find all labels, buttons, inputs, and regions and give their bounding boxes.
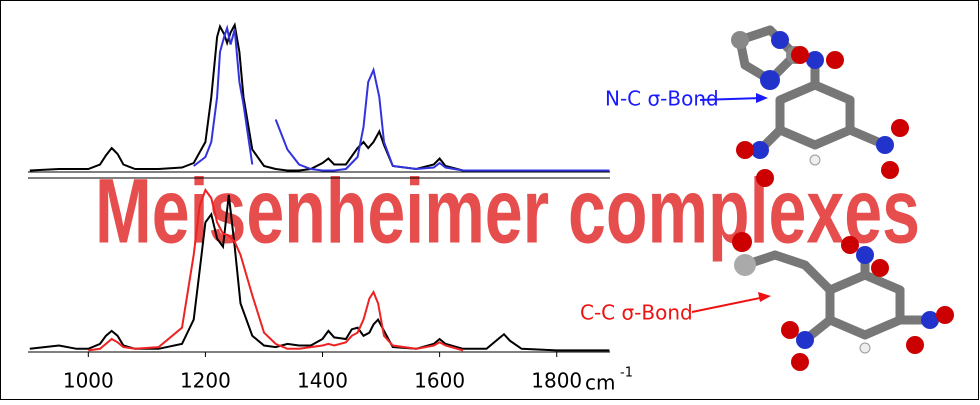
x-tick-label: 1200 — [180, 369, 231, 393]
x-tick-label: 1600 — [414, 369, 465, 393]
x-tick-label: 1000 — [63, 369, 114, 393]
annotation: C-C σ-Bond — [580, 301, 693, 325]
x-tick-label: 1800 — [531, 369, 582, 393]
x-tick-label: 1400 — [297, 369, 348, 393]
annotation: N-C σ-Bond — [605, 87, 719, 111]
figure: Meisenheimer complexes 1000 1200 1400 1600 1… — [0, 0, 980, 401]
x-axis-label-exponent: -1 — [620, 366, 633, 381]
watermark-title: Meisenheimer complexes — [95, 160, 920, 262]
x-axis-label: cm — [585, 371, 615, 395]
